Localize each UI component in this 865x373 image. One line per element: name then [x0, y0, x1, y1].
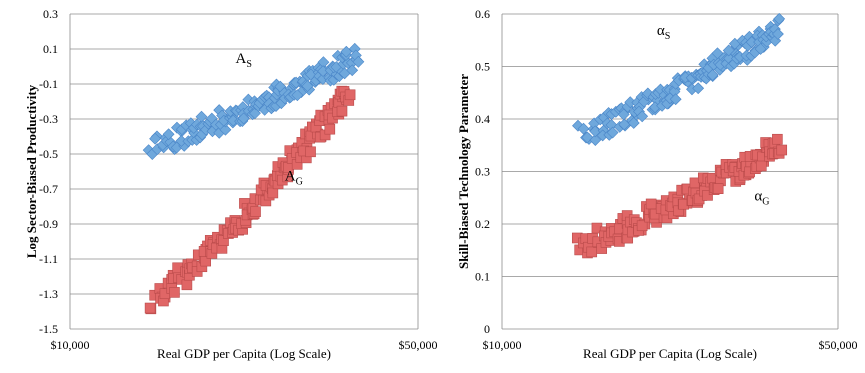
data-point-diamond [340, 45, 353, 58]
data-point-diamond [291, 89, 304, 102]
series-label-subscript: G [762, 196, 769, 207]
y-axis-title: Skill-Biased Technology Parameter [456, 74, 471, 269]
y-tick-label: 0.5 [475, 60, 490, 74]
chart-panel-2: 0.6 0.5 0.4 0.3 0.2 0.1 0 $10,000 $50,000 Real GD… [456, 7, 858, 361]
chart-panel-1: 0.3 0.1 -0.1 -0.3 -0.5 -0.7 -0.9 -1.1 -1.3 -1.5 $1… [24, 7, 438, 361]
data-point-diamond [219, 123, 232, 136]
data-point-square [586, 246, 598, 258]
series-label-subscript: S [665, 31, 671, 42]
data-point-diamond [773, 12, 786, 25]
series-label-subscript: S [246, 59, 252, 70]
data-point-square [712, 183, 724, 194]
series-label: αG [754, 188, 769, 207]
y-tick-label: -1.3 [39, 287, 58, 301]
data-point-square [645, 198, 657, 210]
data-point-square [772, 133, 783, 145]
y-tick-label: -0.7 [39, 182, 58, 196]
data-point-square [144, 302, 156, 314]
y-tick-label: 0.1 [475, 270, 490, 284]
y-tick-label: 0.4 [475, 112, 490, 126]
x-tick-label: $10,000 [51, 338, 90, 352]
data-point-diamond [754, 43, 767, 55]
data-point-diamond [346, 64, 359, 77]
data-point-square [636, 220, 648, 232]
data-point-diamond [636, 110, 649, 123]
x-tick-label: $50,000 [819, 338, 858, 352]
series-label: αS [657, 23, 670, 42]
data-point-square [169, 287, 180, 298]
data-point-square [267, 187, 279, 199]
data-point-diamond [618, 118, 631, 131]
y-tick-label: -0.5 [39, 147, 58, 161]
data-point-diamond [301, 80, 314, 93]
data-point-square [755, 160, 767, 172]
x-axis-title: Real GDP per Capita (Log Scale) [157, 346, 331, 361]
data-point-square [250, 206, 261, 217]
y-tick-label: 0.6 [475, 7, 490, 21]
data-point-diamond [352, 55, 365, 68]
series-label: AG [285, 168, 303, 187]
data-point-diamond [149, 132, 162, 145]
y-tick-label: 0.2 [475, 217, 490, 231]
y-tick-label: 0.1 [43, 42, 58, 56]
y-tick-label: -0.3 [39, 112, 58, 126]
data-point-diamond [692, 82, 705, 95]
series-square-group [144, 85, 356, 315]
x-tick-label: $50,000 [399, 338, 438, 352]
y-tick-label: -1.5 [39, 322, 58, 336]
data-point-square [324, 123, 336, 135]
y-tick-label: -1.1 [39, 252, 58, 266]
data-point-diamond [606, 126, 619, 139]
data-point-diamond [617, 108, 630, 121]
data-point-diamond [237, 112, 250, 125]
data-point-square [305, 146, 316, 158]
series-label: AS [236, 51, 252, 70]
y-tick-label: -0.1 [39, 77, 58, 91]
series-label-main: α [657, 23, 665, 39]
data-point-diamond [772, 28, 784, 40]
data-point-diamond [669, 93, 682, 106]
series-diamond-group [142, 42, 365, 160]
x-tick-label: $10,000 [483, 338, 522, 352]
series-square-group [571, 133, 788, 259]
data-point-diamond [706, 68, 719, 81]
data-point-square [702, 190, 713, 201]
data-point-square [344, 89, 356, 101]
series-label-main: A [285, 168, 296, 184]
series-label-main: A [236, 51, 247, 67]
data-point-square [776, 144, 788, 156]
y-tick-label: -0.9 [39, 217, 58, 231]
x-axis-title: Real GDP per Capita (Log Scale) [583, 346, 757, 361]
series-label-main: α [754, 188, 762, 204]
y-tick-label: 0.3 [475, 165, 490, 179]
y-tick-label: 0.3 [43, 7, 58, 21]
data-point-diamond [589, 134, 602, 146]
data-point-square [181, 279, 193, 291]
y-axis-title: Log Sector-Biased Productivity [24, 84, 39, 258]
data-point-square [336, 105, 348, 117]
series-diamond-group [572, 12, 786, 146]
y-tick-label: 0 [484, 322, 490, 336]
data-point-diamond [162, 128, 175, 141]
series-label-subscript: G [296, 176, 303, 187]
